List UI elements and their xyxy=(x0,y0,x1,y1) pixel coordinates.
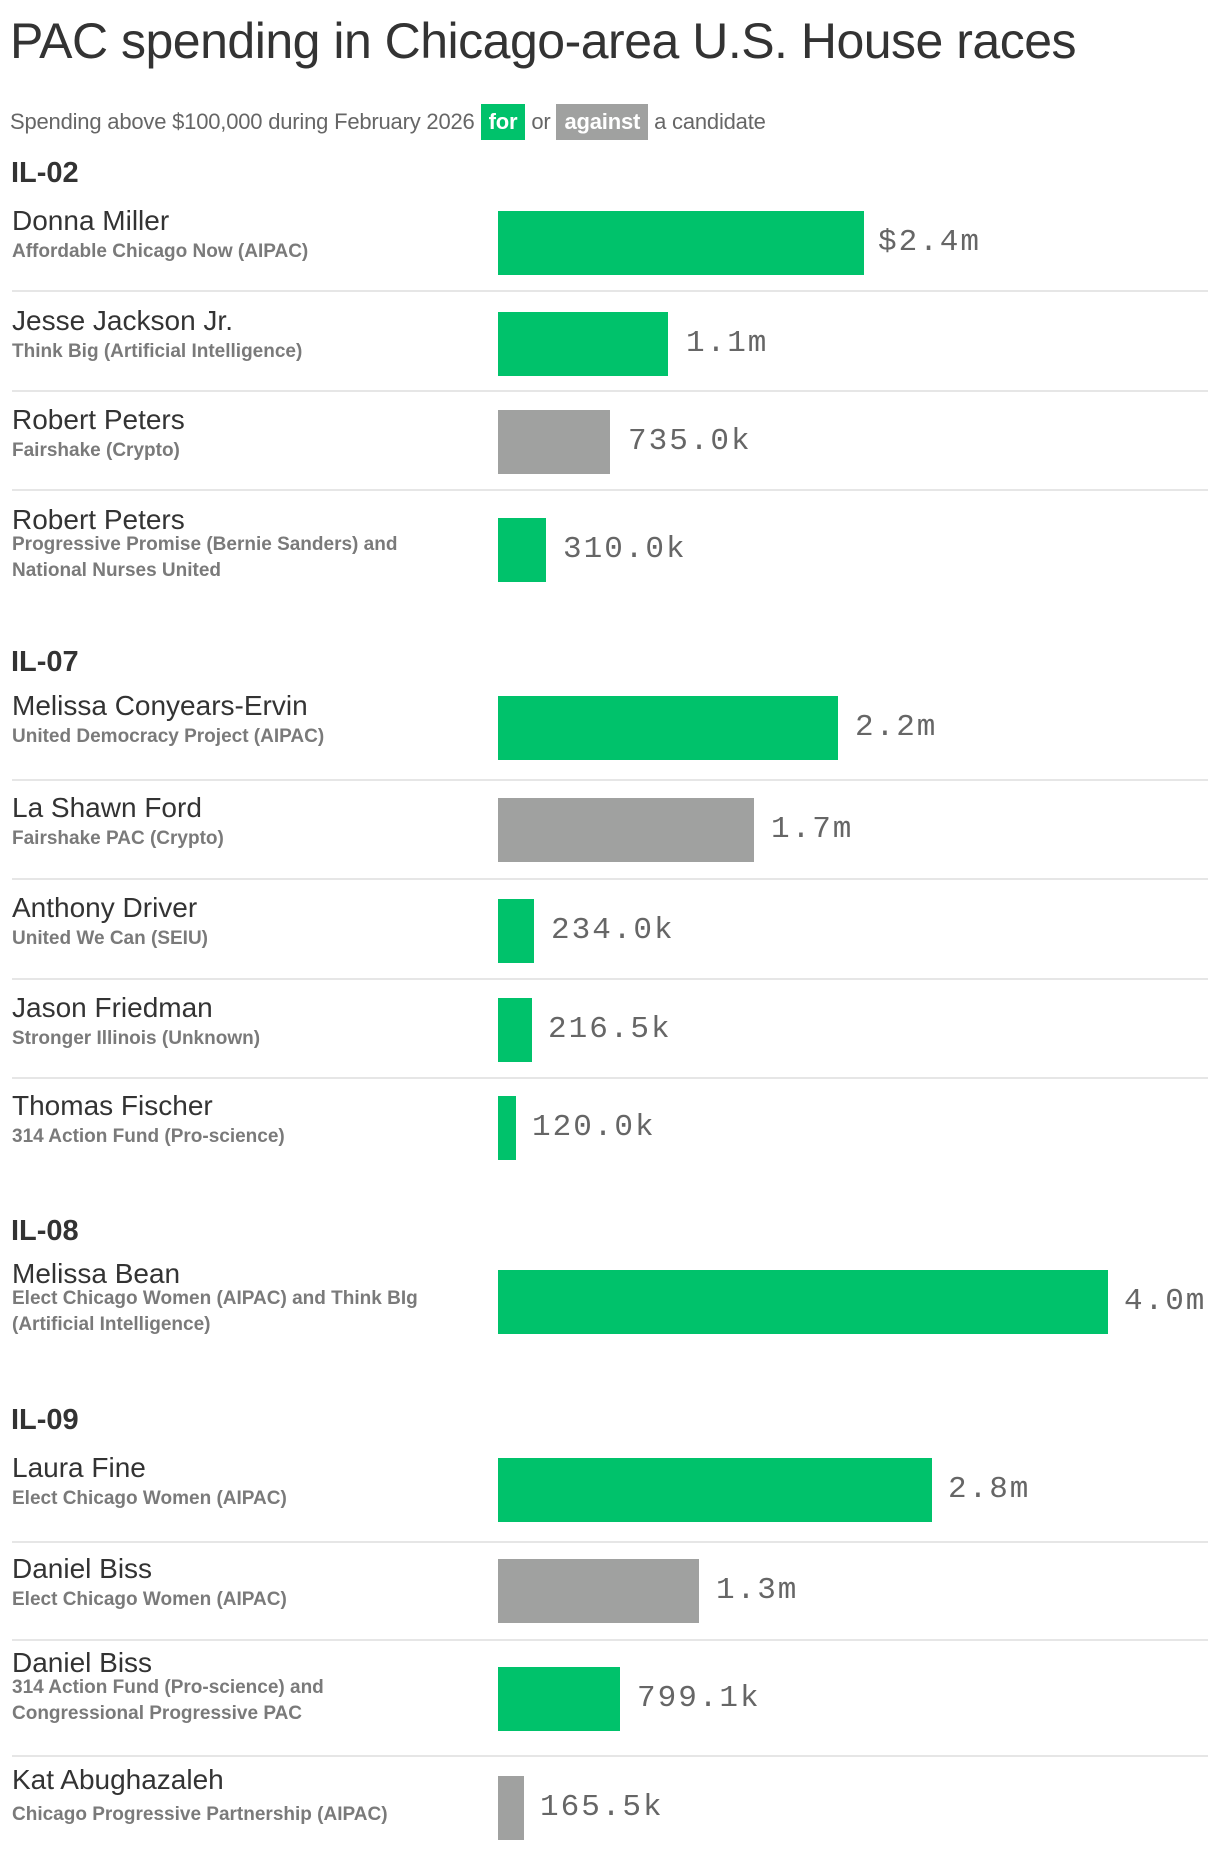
subtitle-suffix: a candidate xyxy=(654,109,766,134)
pac-name: Elect Chicago Women (AIPAC) xyxy=(12,1488,287,1509)
pac-name: Fairshake (Crypto) xyxy=(12,440,180,461)
value-label: 2.2m xyxy=(855,710,938,745)
pac-name: Chicago Progressive Partnership (AIPAC) xyxy=(12,1804,388,1825)
pac-name: Elect Chicago Women (AIPAC) xyxy=(12,1589,287,1610)
candidate-name: Melissa Bean xyxy=(12,1258,181,1289)
candidate-name: Robert Peters xyxy=(12,504,185,535)
bar-against xyxy=(498,410,610,474)
subtitle-or: or xyxy=(531,109,551,134)
chart-row: Robert Peters Fairshake (Crypto) 735.0k xyxy=(0,398,1220,497)
value-label: 735.0k xyxy=(628,424,752,459)
candidate-name: Donna Miller xyxy=(12,205,170,236)
candidate-name: La Shawn Ford xyxy=(12,792,202,823)
district-heading: IL-09 xyxy=(11,1404,79,1436)
value-label: 1.3m xyxy=(716,1573,799,1608)
pac-name: Stronger Illinois (Unknown) xyxy=(12,1028,261,1049)
value-label: 216.5k xyxy=(548,1012,672,1047)
pac-name: 314 Action Fund (Pro-science) and Congre… xyxy=(12,1677,324,1724)
bar-against xyxy=(498,1776,524,1840)
pac-name: United Democracy Project (AIPAC) xyxy=(12,726,325,747)
bar-for xyxy=(498,899,534,963)
candidate-name: Daniel Biss xyxy=(12,1647,153,1678)
row-divider xyxy=(12,489,1208,491)
bar-for xyxy=(498,312,668,376)
pac-name: Elect Chicago Women (AIPAC) and Think BI… xyxy=(12,1288,418,1335)
bar-for xyxy=(498,1270,1108,1334)
value-label: 234.0k xyxy=(551,913,675,948)
chart-row: Donna Miller Affordable Chicago Now (AIP… xyxy=(0,199,1220,298)
bar-for xyxy=(498,211,864,275)
chart-row: La Shawn Ford Fairshake PAC (Crypto) 1.7… xyxy=(0,786,1220,885)
chart-row: Anthony Driver United We Can (SEIU) 234.… xyxy=(0,886,1220,985)
chart-title: PAC spending in Chicago-area U.S. House … xyxy=(10,13,1077,69)
chart-row: Laura Fine Elect Chicago Women (AIPAC) 2… xyxy=(0,1446,1220,1545)
bar-for xyxy=(498,1096,516,1160)
row-divider xyxy=(12,978,1208,980)
candidate-name: Melissa Conyears-Ervin xyxy=(12,690,308,721)
row-divider xyxy=(12,1755,1208,1757)
legend-for-badge: for xyxy=(480,104,526,140)
district-heading: IL-02 xyxy=(11,157,79,189)
legend-against-badge: against xyxy=(556,104,649,140)
chart-row: Jason Friedman Stronger Illinois (Unknow… xyxy=(0,986,1220,1085)
pac-name: Affordable Chicago Now (AIPAC) xyxy=(12,241,309,262)
chart-row: Kat Abughazaleh Chicago Progressive Part… xyxy=(0,1754,1220,1853)
chart-row: Robert Peters Progressive Promise (Berni… xyxy=(0,498,1220,597)
row-divider xyxy=(12,1077,1208,1079)
pac-name: United We Can (SEIU) xyxy=(12,928,208,949)
row-divider xyxy=(12,1541,1208,1543)
value-label: 799.1k xyxy=(637,1681,761,1716)
bar-for xyxy=(498,518,546,582)
chart-subtitle: Spending above $100,000 during February … xyxy=(10,104,766,140)
chart-row: Daniel Biss 314 Action Fund (Pro-science… xyxy=(0,1647,1220,1746)
pac-name: Think Big (Artificial Intelligence) xyxy=(12,341,303,362)
bar-for xyxy=(498,696,838,760)
row-divider xyxy=(12,878,1208,880)
chart-row: Jesse Jackson Jr. Think Big (Artificial … xyxy=(0,299,1220,398)
candidate-name: Daniel Biss xyxy=(12,1553,153,1584)
district-heading: IL-08 xyxy=(11,1215,79,1247)
bar-against xyxy=(498,1559,699,1623)
pac-name: 314 Action Fund (Pro-science) xyxy=(12,1126,285,1147)
value-label: 1.7m xyxy=(771,812,854,847)
pac-name: Fairshake PAC (Crypto) xyxy=(12,828,224,849)
candidate-name: Laura Fine xyxy=(12,1452,146,1483)
value-label: 120.0k xyxy=(532,1110,656,1145)
candidate-name: Robert Peters xyxy=(12,404,185,435)
chart-row: Daniel Biss Elect Chicago Women (AIPAC) … xyxy=(0,1547,1220,1646)
value-label: 310.0k xyxy=(563,532,687,567)
candidate-name: Jason Friedman xyxy=(12,992,213,1023)
value-label: 2.8m xyxy=(948,1472,1031,1507)
candidate-name: Kat Abughazaleh xyxy=(12,1764,224,1795)
row-divider xyxy=(12,390,1208,392)
value-label: 165.5k xyxy=(540,1790,664,1825)
bar-for xyxy=(498,1667,620,1731)
candidate-name: Jesse Jackson Jr. xyxy=(12,305,233,336)
value-label: 1.1m xyxy=(686,326,769,361)
chart-row: Thomas Fischer 314 Action Fund (Pro-scie… xyxy=(0,1084,1220,1183)
chart-row: Melissa Bean Elect Chicago Women (AIPAC)… xyxy=(0,1258,1220,1357)
value-label: 4.0m xyxy=(1124,1284,1207,1319)
chart-row: Melissa Conyears-Ervin United Democracy … xyxy=(0,684,1220,783)
pac-name: Progressive Promise (Bernie Sanders) and… xyxy=(12,534,398,581)
candidate-name: Thomas Fischer xyxy=(12,1090,213,1121)
row-divider xyxy=(12,290,1208,292)
bar-for xyxy=(498,998,532,1062)
value-label: $2.4m xyxy=(878,225,982,260)
district-heading: IL-07 xyxy=(11,646,79,678)
subtitle-prefix: Spending above $100,000 during February … xyxy=(10,109,475,134)
row-divider xyxy=(12,779,1208,781)
bar-against xyxy=(498,798,754,862)
candidate-name: Anthony Driver xyxy=(12,892,198,923)
row-divider xyxy=(12,1639,1208,1641)
bar-for xyxy=(498,1458,932,1522)
